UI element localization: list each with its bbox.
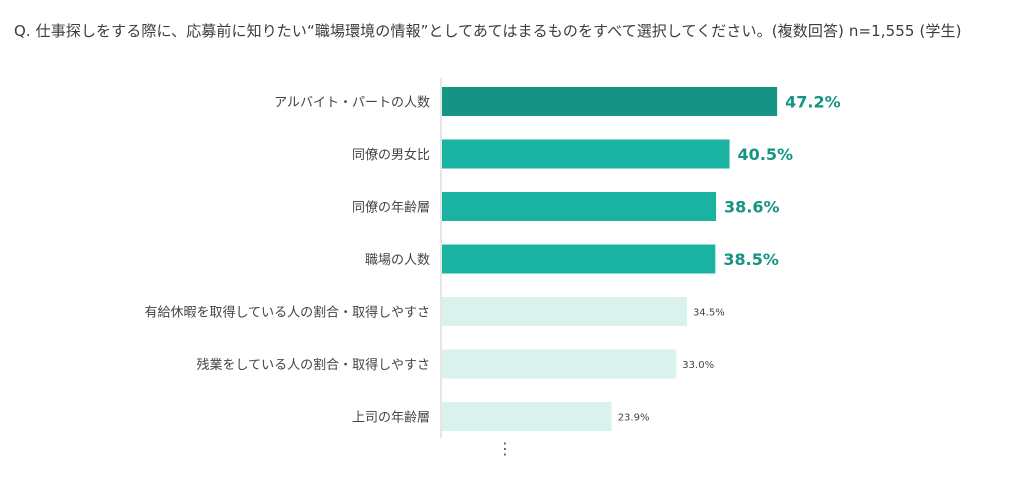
category-label-7: 上司の年齢層 <box>352 411 430 426</box>
question-title: Q. 仕事探しをする際に、応募前に知りたい“職場環境の情報”としてあてはまるもの… <box>14 22 962 40</box>
bar-2 <box>442 139 730 169</box>
category-label-3: 同僚の年齢層 <box>352 201 430 216</box>
value-label-5: 34.5% <box>693 308 725 319</box>
bar-1 <box>442 87 778 116</box>
category-label-4: 職場の人数 <box>365 253 430 268</box>
value-label-2: 40.5% <box>738 145 794 164</box>
category-label-2: 同僚の男女比 <box>352 147 430 163</box>
bar-4 <box>442 244 716 274</box>
value-label-7: 23.9% <box>618 413 650 424</box>
category-label-5: 有給休暇を取得している人の割合・取得しやすさ <box>145 305 430 321</box>
value-label-1: 47.2% <box>785 93 841 112</box>
value-label-3: 38.6% <box>724 198 780 217</box>
category-label-6: 残業をしている人の割合・取得しやすさ <box>197 357 430 373</box>
value-label-4: 38.5% <box>723 250 779 269</box>
more-items-indicator: ⋮ <box>497 439 513 458</box>
bar-7 <box>442 402 612 431</box>
category-label-1: アルバイト・パートの人数 <box>274 96 430 111</box>
bar-3 <box>442 192 717 221</box>
value-label-6: 33.0% <box>682 360 714 371</box>
bar-5 <box>442 297 687 326</box>
bar-6 <box>442 349 677 379</box>
